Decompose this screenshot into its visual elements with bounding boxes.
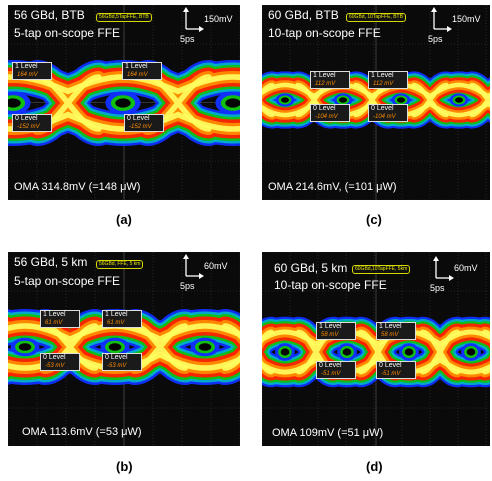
panel-tag: 56GBd,5TapFFE, BTB	[96, 13, 152, 22]
scale-arrows-icon	[431, 7, 452, 32]
time-scale: 5ps	[430, 283, 445, 293]
scale-arrows-icon	[183, 254, 204, 279]
zero-level-box: 0 Level -51 mV	[376, 361, 416, 379]
panel-subtitle: 10-tap on-scope FFE	[274, 278, 387, 292]
oma-readout: OMA 214.6mV, (=101 μW)	[268, 181, 397, 193]
eye-panel-d: 60 GBd, 5 km 60GBd,10TapFFE, 5km 10-tap …	[262, 252, 490, 446]
voltage-scale: 150mV	[452, 14, 481, 24]
one-level-box: 1 Level 61 mV	[102, 310, 142, 328]
panel-title: 56 GBd, BTB	[14, 8, 85, 22]
voltage-scale: 60mV	[204, 261, 228, 271]
scale-indicator: 60mV 5ps	[424, 256, 478, 296]
zero-level-box: 0 Level -51 mV	[316, 361, 356, 379]
panel-title: 60 GBd, BTB	[268, 8, 339, 22]
panel-subtitle: 5-tap on-scope FFE	[14, 274, 121, 288]
scale-arrows-icon	[433, 256, 454, 281]
scale-arrows-icon	[183, 7, 204, 32]
panel-tag: 60GBd, 10TapFFE, BTB	[346, 13, 406, 22]
time-scale: 5ps	[428, 34, 443, 44]
voltage-scale: 60mV	[454, 263, 478, 273]
eye-openings	[275, 93, 469, 107]
zero-level-box: 0 Level -53 mV	[102, 353, 142, 371]
one-level-box: 1 Level 61 mV	[40, 310, 80, 328]
zero-level-box: 0 Level -152 mV	[124, 114, 164, 132]
panel-caption: (d)	[366, 459, 383, 474]
panel-subtitle: 10-tap on-scope FFE	[268, 26, 381, 40]
scale-indicator: 150mV 5ps	[174, 7, 233, 47]
zero-level-box: 0 Level -53 mV	[40, 353, 80, 371]
oma-readout: OMA 314.8mV (=148 μW)	[14, 181, 141, 193]
zero-level-box: 0 Level -104 mV	[368, 104, 408, 122]
zero-level-box: 0 Level -152 mV	[12, 114, 52, 132]
eye-panel-b: 56 GBd, 5 km 56GBd, FFE, 5 km 5-tap on-s…	[8, 252, 240, 446]
panel-title: 60 GBd, 5 km	[274, 261, 348, 275]
panel-caption: (b)	[116, 459, 133, 474]
eye-openings	[8, 91, 240, 115]
one-level-box: 1 Level 164 mV	[122, 62, 162, 80]
panel-tag: 56GBd, FFE, 5 km	[96, 260, 144, 269]
zero-level-box: 0 Level -104 mV	[310, 104, 350, 122]
panel-caption: (c)	[366, 212, 382, 227]
time-scale: 5ps	[180, 34, 195, 44]
one-level-box: 1 Level 112 mV	[368, 71, 408, 89]
scale-indicator: 60mV 5ps	[174, 254, 228, 294]
oma-readout: OMA 113.6mV (=53 μW)	[22, 426, 142, 438]
panel-title: 56 GBd, 5 km	[14, 255, 88, 269]
one-level-box: 1 Level 58 mV	[376, 322, 416, 340]
one-level-box: 1 Level 112 mV	[310, 71, 350, 89]
one-level-box: 1 Level 58 mV	[316, 322, 356, 340]
scale-indicator: 150mV 5ps	[422, 7, 481, 47]
eye-panel-c: 60 GBd, BTB 60GBd, 10TapFFE, BTB 10-tap …	[262, 5, 490, 200]
eye-panel-a: 56 GBd, BTB 56GBd,5TapFFE, BTB 5-tap on-…	[8, 5, 240, 200]
panel-caption: (a)	[116, 212, 132, 227]
grid	[8, 5, 240, 200]
eye-openings	[10, 337, 220, 357]
time-scale: 5ps	[180, 281, 195, 291]
voltage-scale: 150mV	[204, 14, 233, 24]
panel-tag: 60GBd,10TapFFE, 5km	[352, 265, 411, 274]
oma-readout: OMA 109mV (=51 μW)	[272, 427, 384, 439]
eye-openings	[275, 343, 481, 361]
panel-subtitle: 5-tap on-scope FFE	[14, 26, 121, 40]
one-level-box: 1 Level 164 mV	[12, 62, 52, 80]
eye-diagram-c	[262, 5, 490, 200]
